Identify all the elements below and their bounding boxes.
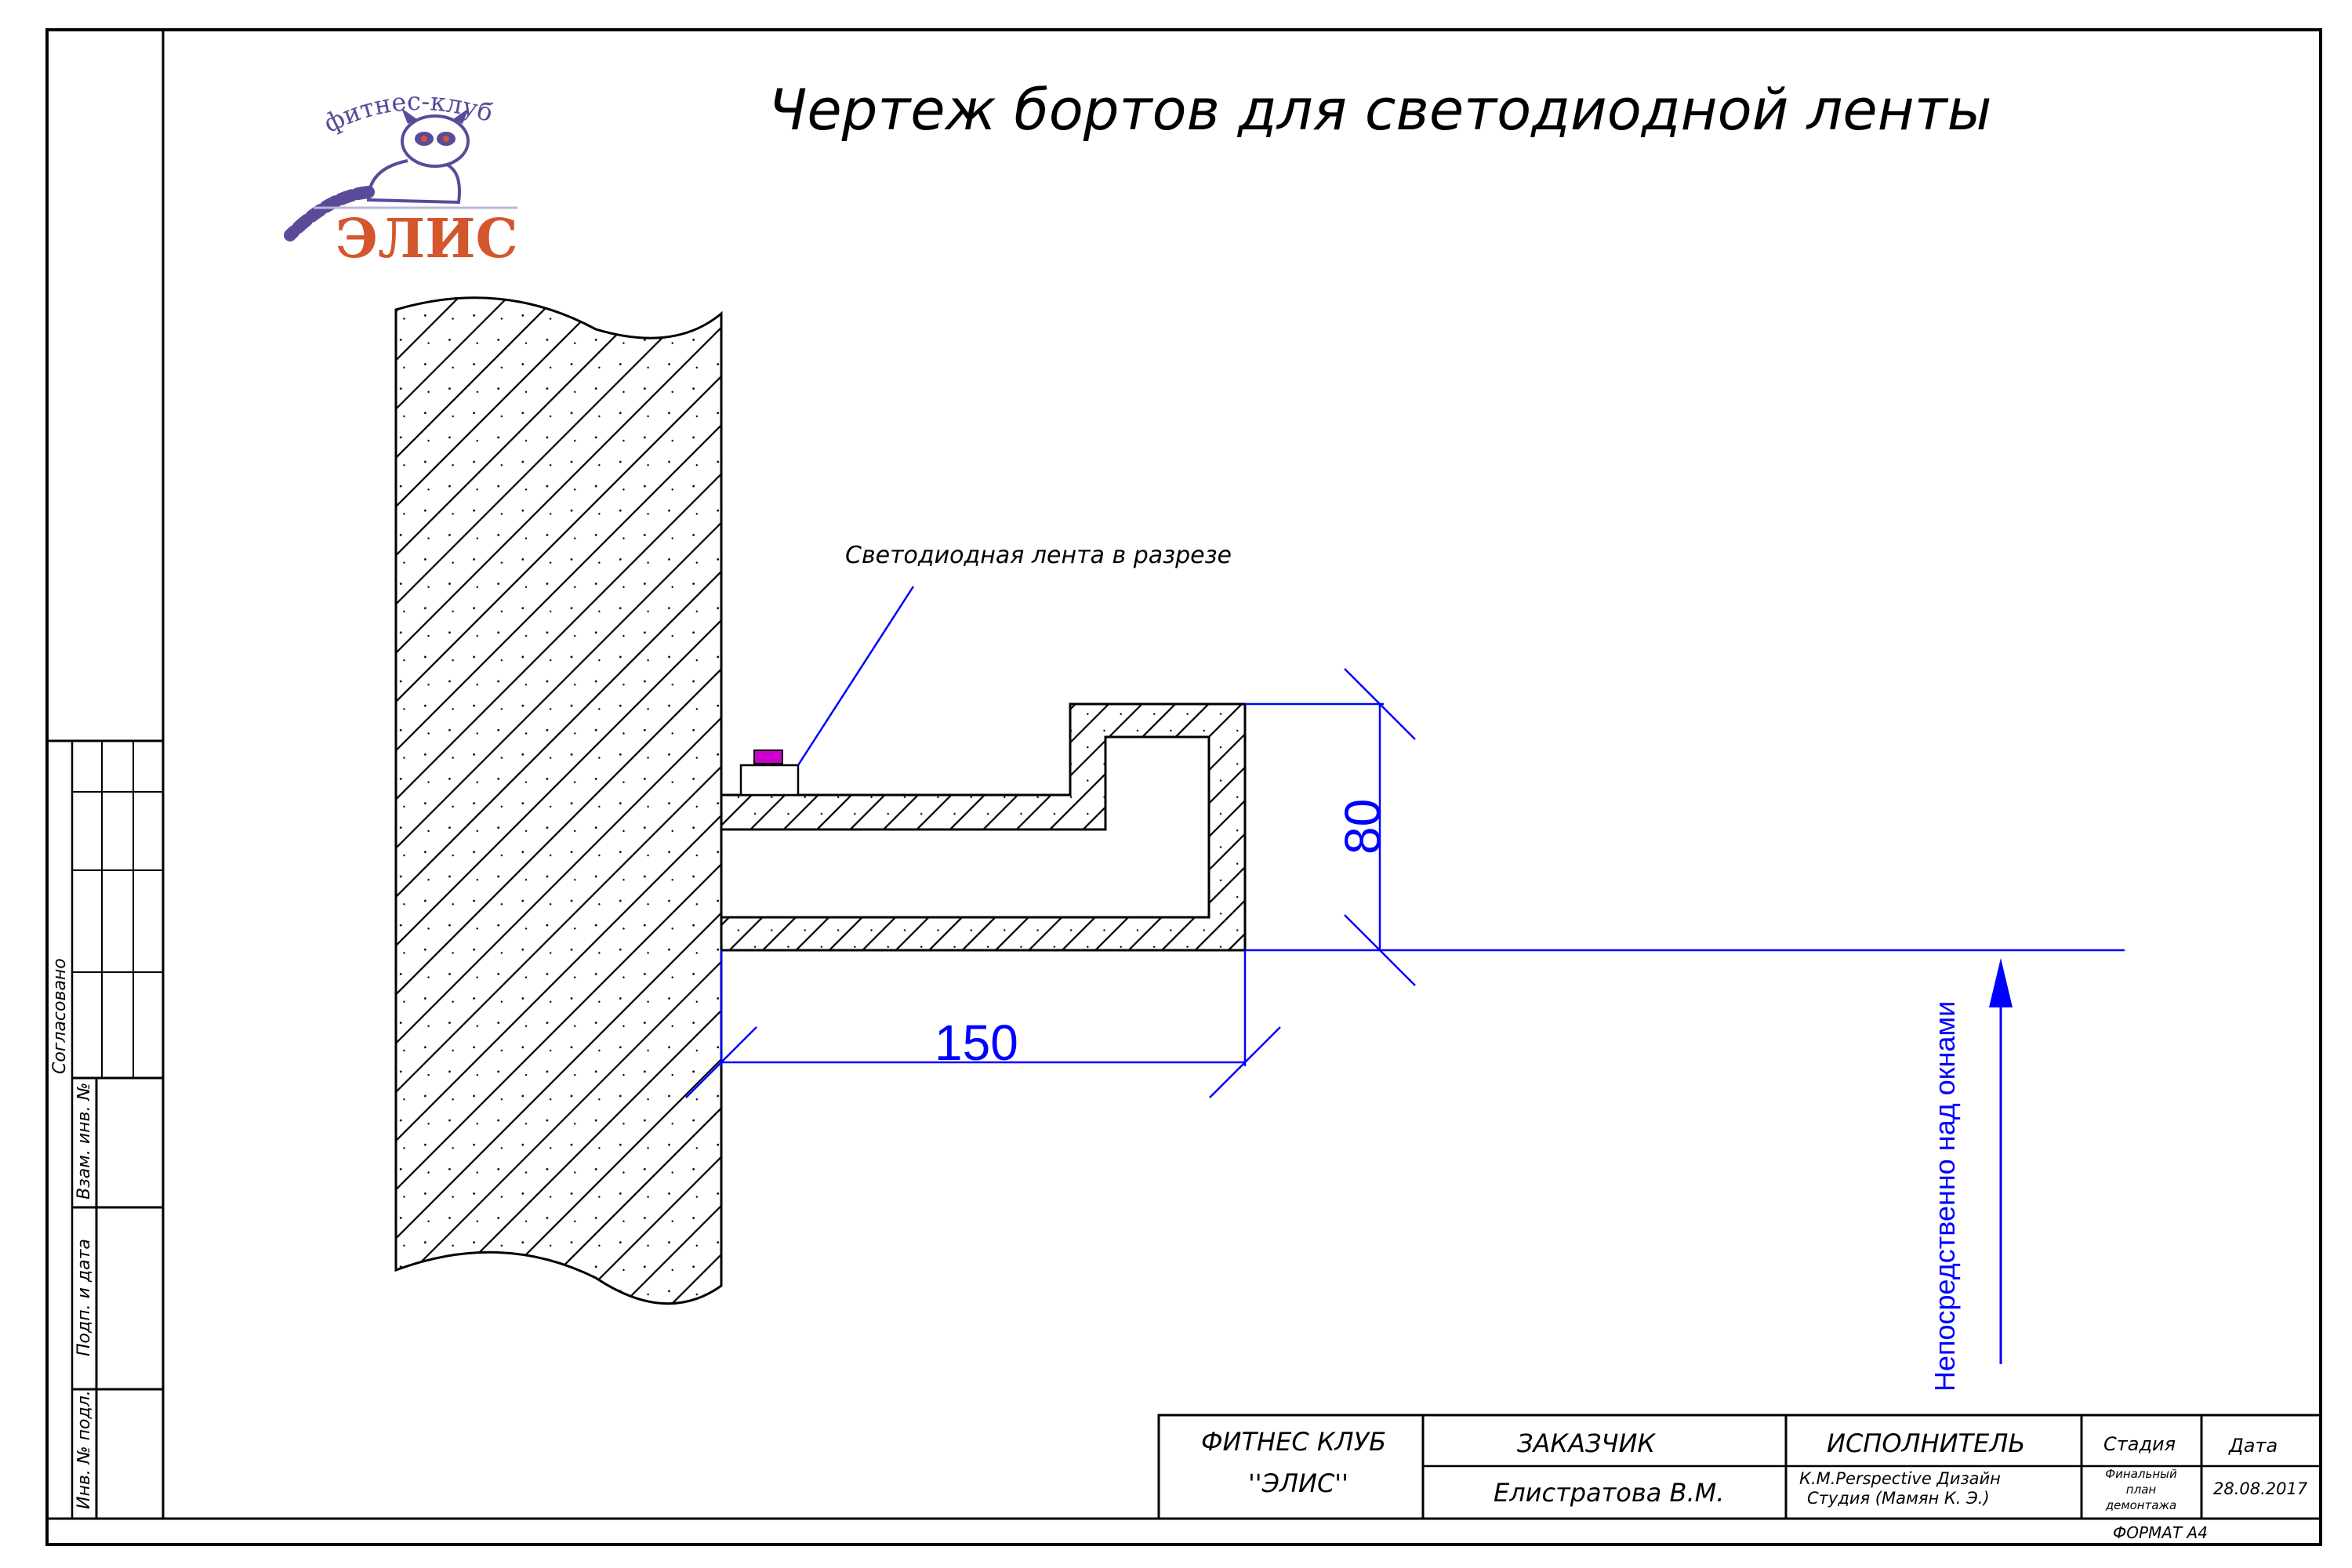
up-arrow-icon: [1989, 958, 2013, 1364]
customer-name: Елистратова В.М.: [1494, 1478, 1724, 1508]
title-block: [1157, 1414, 2322, 1520]
led-leader-line: [797, 586, 915, 766]
stage-line3: демонтажа: [2105, 1498, 2177, 1512]
date-value: 28.08.2017: [2213, 1479, 2308, 1498]
date-header: Дата: [2228, 1435, 2278, 1457]
stamp-interchange-label: Взам. инв. №: [74, 1083, 94, 1200]
contractor-line1: К.М.Perspective Дизайн: [1799, 1469, 2001, 1488]
sheet-format: ФОРМАТ А4: [2113, 1523, 2208, 1542]
dimension-width-value: 150: [935, 1014, 1018, 1071]
club-logo: фитнес-клуб ЭЛИС: [284, 86, 518, 270]
side-stamp: [47, 739, 163, 1519]
stamp-signature-date-label: Подп. и дата: [74, 1239, 94, 1356]
contractor-header: ИСПОЛНИТЕЛЬ: [1827, 1428, 2025, 1458]
vertical-note-label: Непосредственно над окнами: [1929, 1001, 1961, 1392]
stamp-agreed-label: Согласовано: [50, 958, 70, 1074]
led-strip: [739, 750, 800, 797]
club-name-line2: ''ЭЛИС'': [1248, 1468, 1348, 1498]
drawing-title: Чертеж бортов для светодиодной ленты: [768, 77, 1992, 143]
stage-line2: план: [2126, 1483, 2157, 1497]
customer-header: ЗАКАЗЧИК: [1517, 1428, 1656, 1458]
wall-section: [394, 296, 723, 1305]
raccoon-icon: [284, 108, 470, 241]
led-note-label: Светодиодная лента в разрезе: [845, 542, 1232, 569]
stamp-inventory-label: Инв. № подл.: [74, 1390, 94, 1509]
club-name-line1: ФИТНЕС КЛУБ: [1201, 1427, 1386, 1457]
led-board-profile: [720, 702, 1247, 952]
logo-name: ЭЛИС: [336, 208, 518, 270]
dimension-width: [685, 950, 1281, 1098]
stage-header: Стадия: [2103, 1433, 2176, 1455]
stage-line1: Финальный: [2105, 1467, 2177, 1481]
contractor-line2: Студия (Мамян К. Э.): [1807, 1489, 1990, 1508]
dimension-height-value: 80: [1334, 799, 1391, 855]
